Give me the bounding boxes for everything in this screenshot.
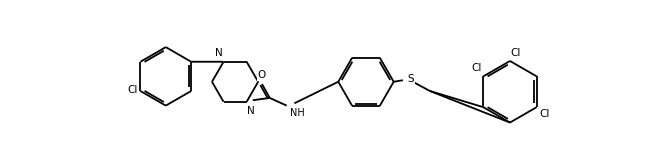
Text: S: S <box>408 74 414 85</box>
Text: N: N <box>215 48 223 58</box>
Text: Cl: Cl <box>127 85 137 95</box>
Text: Cl: Cl <box>510 48 520 58</box>
Text: Cl: Cl <box>539 110 550 119</box>
Text: NH: NH <box>290 108 305 118</box>
Text: N: N <box>248 106 255 116</box>
Text: Cl: Cl <box>471 62 481 73</box>
Text: O: O <box>257 70 266 80</box>
